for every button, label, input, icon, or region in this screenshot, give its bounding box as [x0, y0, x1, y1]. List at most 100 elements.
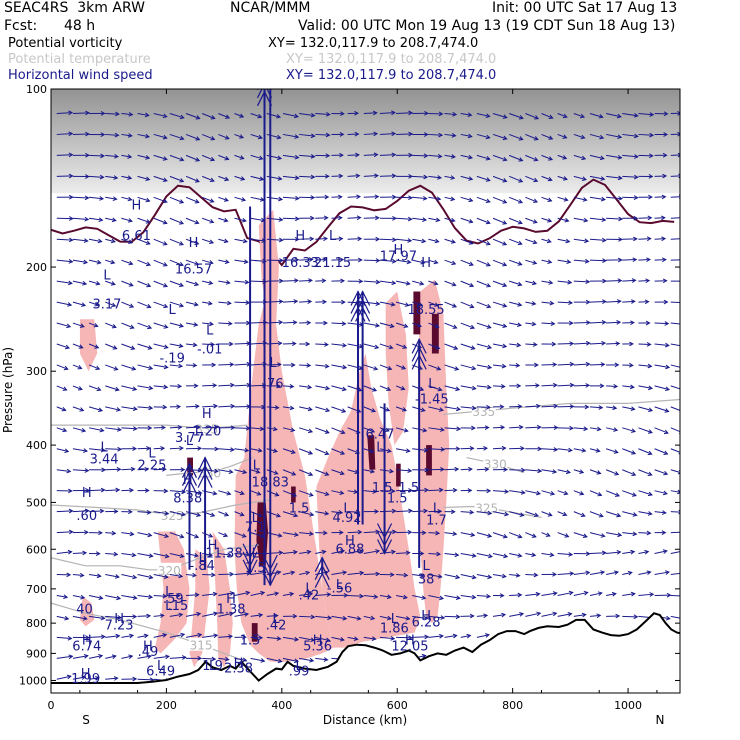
wind-arrow — [670, 448, 680, 453]
wind-arrow — [412, 175, 428, 178]
low-marker: L — [169, 303, 177, 318]
wind-arrowhead — [400, 385, 406, 391]
wind-arrowhead — [371, 636, 377, 641]
wind-arrowhead — [339, 490, 345, 496]
wind-arrowhead — [516, 342, 522, 348]
wind-arrow — [299, 511, 314, 516]
wind-arrow — [541, 196, 552, 202]
wind-arrow — [589, 259, 606, 262]
wind-arrowhead — [340, 278, 346, 284]
wind-arrowhead — [581, 176, 587, 181]
low-marker: L — [206, 323, 214, 338]
wind-arrowhead — [568, 320, 574, 326]
wind-arrow — [89, 677, 100, 680]
wind-arrow — [460, 574, 476, 579]
wind-arrowhead — [598, 405, 604, 410]
wind-arrowhead — [95, 675, 101, 681]
wind-arrow — [56, 343, 70, 349]
wind-arrow — [654, 259, 666, 261]
wind-arrow — [169, 553, 184, 558]
wind-arrowhead — [629, 341, 634, 347]
wind-arrowhead — [228, 634, 234, 639]
wind-arrowhead — [424, 110, 429, 116]
wind-arrowhead — [433, 259, 439, 265]
wind-arrowhead — [289, 405, 295, 411]
wind-arrowhead — [617, 532, 623, 538]
wind-arrow — [412, 385, 424, 391]
high-marker: H — [143, 640, 153, 655]
wind-arrowhead — [585, 340, 591, 346]
wind-arrowhead — [310, 112, 316, 118]
wind-arrowhead — [241, 197, 247, 202]
wind-arrowhead — [452, 324, 458, 329]
pv-value-label: 3.17 — [92, 297, 121, 312]
endpoint-right-label: N — [656, 713, 665, 727]
wind-arrowhead — [547, 259, 553, 264]
wind-arrowhead — [546, 238, 552, 244]
wind-arrow — [121, 364, 136, 370]
legend-wind-xy: XY= 132.0,117.9 to 208.7,474.0 — [286, 68, 497, 83]
wind-arrow — [654, 364, 670, 368]
pv-high-core — [426, 445, 432, 476]
wind-arrow — [606, 154, 622, 159]
wind-arrow — [169, 343, 183, 347]
wind-arrow — [444, 406, 461, 410]
wind-arrowhead — [211, 656, 217, 662]
wind-arrow — [153, 614, 164, 617]
wind-arrowhead — [599, 134, 605, 140]
wind-arrowhead — [179, 199, 185, 204]
wind-arrowhead — [159, 613, 165, 619]
wind-arrowhead — [356, 616, 362, 621]
wind-arrow — [638, 490, 653, 496]
wind-arrow — [509, 594, 522, 596]
wind-arrow — [218, 448, 234, 451]
wind-arrowhead — [585, 383, 591, 388]
wind-arrow — [250, 592, 265, 596]
wind-arrowhead — [77, 365, 83, 370]
wind-arrowhead — [127, 218, 133, 223]
wind-arrowhead — [455, 446, 461, 452]
wind-arrow — [105, 364, 118, 371]
wind-arrowhead — [569, 361, 575, 367]
wind-arrow — [541, 469, 557, 473]
wind-arrow — [460, 468, 472, 471]
wind-arrowhead — [161, 425, 166, 430]
pv-value-label: 1.99 — [71, 672, 100, 687]
wind-arrow — [218, 280, 230, 284]
wind-arrow — [218, 553, 231, 556]
wind-arrow — [525, 175, 538, 182]
wind-arrow — [218, 301, 231, 304]
wind-arrow — [492, 553, 508, 558]
wind-arrow — [606, 427, 618, 431]
wind-arrow — [169, 301, 184, 307]
wind-arrow — [379, 615, 392, 620]
wind-arrowhead — [194, 592, 200, 598]
wind-arrowhead — [359, 593, 365, 599]
wind-arrowhead — [163, 574, 169, 579]
wind-arrowhead — [310, 637, 316, 643]
wind-arrowhead — [307, 384, 313, 390]
wind-arrowhead — [213, 424, 219, 430]
wind-arrowhead — [579, 491, 585, 496]
wind-arrow — [428, 238, 439, 243]
wind-arrow — [234, 553, 250, 556]
wind-arrow — [331, 490, 344, 494]
wind-arrowhead — [129, 487, 135, 493]
wind-arrowhead — [549, 552, 555, 558]
wind-arrow — [153, 280, 168, 287]
wind-arrow — [412, 259, 425, 264]
wind-arrow — [266, 113, 281, 118]
wind-arrow — [153, 133, 167, 139]
wind-arrowhead — [179, 220, 185, 225]
wind-arrow — [169, 175, 184, 182]
wind-arrowhead — [531, 301, 537, 306]
wind-arrow — [298, 469, 313, 476]
wind-arrow — [509, 113, 524, 119]
wind-arrow — [605, 490, 620, 497]
wind-arrowhead — [356, 194, 361, 200]
wind-arrowhead — [585, 551, 591, 557]
wind-arrow — [282, 636, 299, 641]
wind-arrow — [589, 321, 606, 324]
wind-arrow — [266, 469, 278, 475]
wind-arrow — [153, 175, 167, 182]
